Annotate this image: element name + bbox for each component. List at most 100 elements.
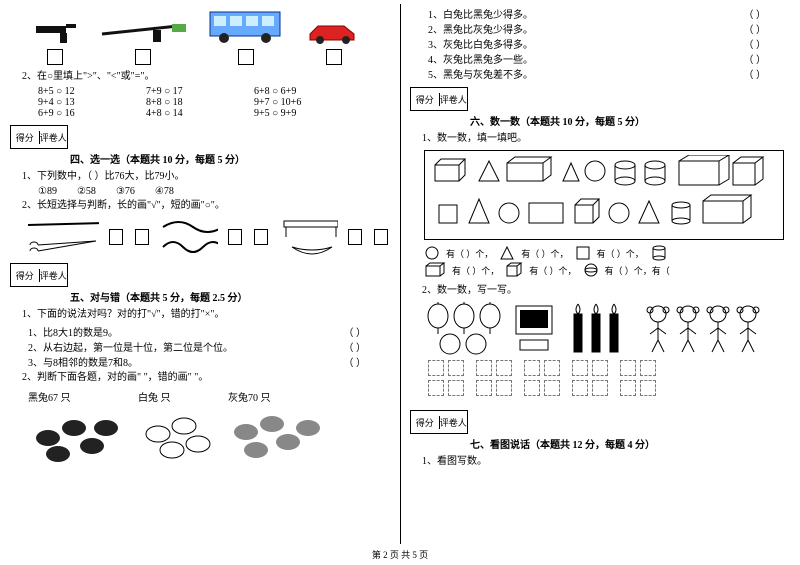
section-7-title: 七、看图说话（本题共 12 分，每题 4 分）: [470, 436, 790, 451]
score-label: 得分: [11, 131, 40, 144]
leg-txt: 有（ ）个，: [446, 247, 493, 260]
q2-row3: 6+9 ○ 16 4+8 ○ 14 9+5 ○ 9+9: [38, 108, 390, 119]
q2-cell: 6+9 ○ 16: [38, 108, 118, 119]
s5-text: 2、从右边起，第一位是十位，第二位是个位。: [28, 339, 233, 354]
leg-txt: 有（ ）个，: [529, 264, 576, 277]
black-rabbits: 黑兔67 只: [28, 389, 128, 467]
s5b-item: 1、白兔比黑兔少得多。 （ ）: [428, 6, 766, 21]
triangle-icon: [499, 245, 515, 261]
opt: ③76: [116, 186, 135, 197]
q2-cell: 9+7 ○ 10+6: [254, 97, 334, 108]
bed-banana-icon: [278, 217, 338, 257]
s5-item: 2、从右边起，第一位是十位，第二位是个位。（ ）: [28, 339, 366, 354]
shapes-frame: [424, 150, 784, 240]
q2-cell: 8+5 ○ 12: [38, 86, 118, 97]
wave-lines-icon: [159, 217, 219, 257]
s6-q2: 2、数一数，写一写。: [422, 284, 790, 298]
txt: 4、灰兔比黑兔多一些。: [428, 51, 533, 66]
s6-q1: 1、数一数，填一填吧。: [422, 132, 790, 146]
img-car: [304, 16, 364, 68]
s5-text: 3、与8相邻的数是7和8。: [28, 354, 138, 369]
paren: （ ）: [344, 324, 367, 339]
computer-icon: [510, 300, 560, 356]
s4-options: ①89 ②58 ③76 ④78: [38, 186, 390, 197]
write-grid[interactable]: [476, 360, 516, 400]
shape-legend-2: 有（ ）个， 有（ ）个， 有（ ）个，有（: [424, 262, 790, 278]
s5-item: 3、与8相邻的数是7和8。 （ ）: [28, 354, 366, 369]
grader-label: 评卷人: [40, 269, 68, 282]
grader-label: 评卷人: [440, 93, 468, 106]
right-column: 1、白兔比黑兔少得多。（ ） 2、黑兔比灰兔少得多。（ ） 3、灰兔比白兔多得多…: [400, 0, 800, 545]
img-pistol: [30, 16, 80, 68]
img-bus: [206, 6, 286, 68]
monkeys-icon: [642, 300, 762, 356]
q2-cell: 4+8 ○ 14: [146, 108, 226, 119]
q2-cell: 7+9 ○ 17: [146, 86, 226, 97]
txt: 2、黑兔比灰兔少得多。: [428, 21, 533, 36]
label: 黑兔67 只: [28, 389, 128, 404]
img-rifle: [98, 16, 188, 68]
s5b-item: 3、灰兔比白兔多得多。（ ）: [428, 36, 766, 51]
write-grid[interactable]: [620, 360, 660, 400]
section-5-title: 五、对与错（本题共 5 分，每题 2.5 分）: [70, 289, 390, 304]
txt: 5、黑兔与灰兔差不多。: [428, 66, 533, 81]
s5-q1: 1、下面的说法对吗？对的打"√"，错的打"×"。: [22, 308, 390, 322]
answer-box[interactable]: [254, 229, 268, 245]
answer-box[interactable]: [238, 49, 254, 65]
gray-rabbits: 灰兔70 只: [228, 389, 328, 467]
q2-row2: 9+4 ○ 13 8+8 ○ 18 9+7 ○ 10+6: [38, 97, 390, 108]
score-box: 得分 评卷人: [410, 87, 468, 111]
score-label: 得分: [411, 93, 440, 106]
score-box: 得分 评卷人: [10, 125, 68, 149]
cuboid-icon: [424, 262, 446, 278]
write-grids: [424, 356, 790, 404]
q2-cell: 8+8 ○ 18: [146, 97, 226, 108]
answer-box[interactable]: [348, 229, 362, 245]
cube-icon: [505, 262, 523, 278]
q2-cell: 9+5 ○ 9+9: [254, 108, 334, 119]
write-grid[interactable]: [428, 360, 468, 400]
left-column: 2、在○里填上">"、"<"或"="。 8+5 ○ 12 7+9 ○ 17 6+…: [0, 0, 400, 545]
opt: ②58: [77, 186, 96, 197]
sphere-icon: [583, 262, 599, 278]
q2-title: 2、在○里填上">"、"<"或"="。: [22, 70, 390, 84]
count-items-row: [424, 300, 790, 356]
rabbits-figure: 黑兔67 只 白兔 只 灰兔70 只: [28, 389, 390, 467]
q2-row1: 8+5 ○ 12 7+9 ○ 17 6+8 ○ 6+9: [38, 86, 390, 97]
score-box: 得分 评卷人: [410, 410, 468, 434]
paren: （ ）: [744, 36, 767, 51]
answer-box[interactable]: [135, 229, 149, 245]
section-4-title: 四、选一选（本题共 10 分，每题 5 分）: [70, 151, 390, 166]
opt: ①89: [38, 186, 57, 197]
label: 白兔 只: [138, 389, 218, 404]
leg-txt: 有（ ）个，有（: [605, 264, 670, 277]
paren: （ ）: [344, 354, 367, 369]
answer-box[interactable]: [326, 49, 342, 65]
shape-legend: 有（ ）个， 有（ ）个， 有（ ）个，: [424, 244, 790, 262]
s4-q1: 1、下列数中，（ ）比76大，比79小。: [22, 170, 390, 184]
paren: （ ）: [744, 66, 767, 81]
item-images-row: [30, 6, 390, 68]
txt: 1、白兔比黑兔少得多。: [428, 6, 533, 21]
page-footer: 第 2 页 共 5 页: [0, 548, 800, 561]
label: 灰兔70 只: [228, 389, 328, 404]
answer-box[interactable]: [135, 49, 151, 65]
cylinder-icon: [650, 244, 668, 262]
candles-icon: [566, 300, 636, 356]
grader-label: 评卷人: [40, 131, 68, 144]
write-grid[interactable]: [524, 360, 564, 400]
answer-box[interactable]: [374, 229, 388, 245]
answer-box[interactable]: [47, 49, 63, 65]
s4-q2: 2、长短选择与判断，长的画"√"，短的画"○"。: [22, 199, 390, 213]
s5b-item: 4、灰兔比黑兔多一些。 （ ）: [428, 51, 766, 66]
white-rabbits: 白兔 只: [138, 389, 218, 467]
answer-box[interactable]: [228, 229, 242, 245]
answer-box[interactable]: [109, 229, 123, 245]
paren: （ ）: [744, 51, 767, 66]
circle-icon: [424, 245, 440, 261]
s5b-item: 2、黑兔比灰兔少得多。（ ）: [428, 21, 766, 36]
s7-q1: 1、看图写数。: [422, 455, 790, 469]
score-label: 得分: [411, 416, 440, 429]
write-grid[interactable]: [572, 360, 612, 400]
paren: （ ）: [744, 6, 767, 21]
